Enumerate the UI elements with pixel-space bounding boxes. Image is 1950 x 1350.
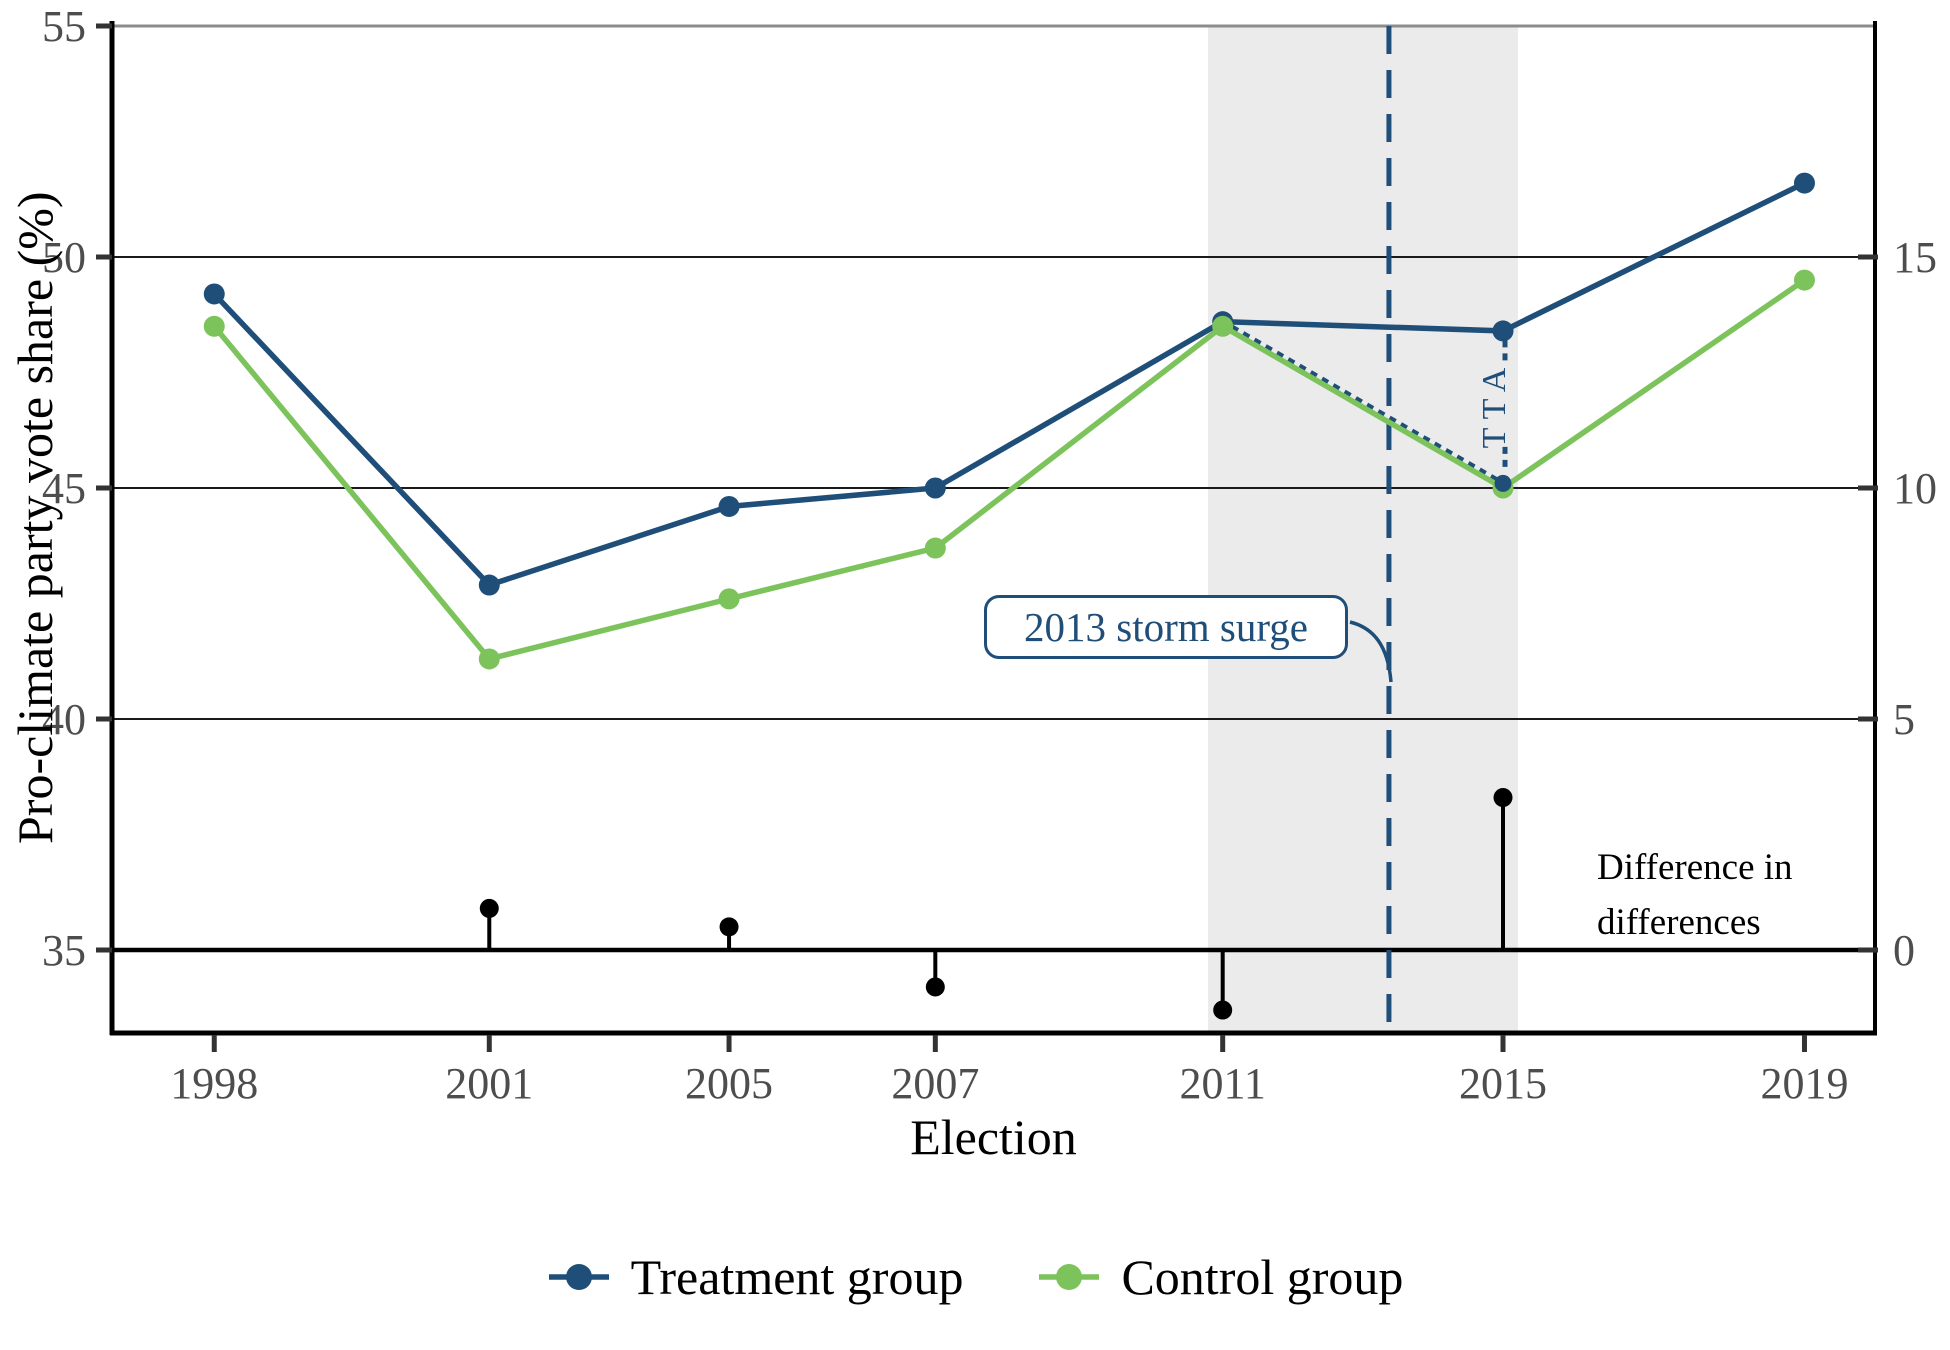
counterfactual-dotted-line <box>1219 318 1507 487</box>
point-treatment-2019 <box>1793 172 1815 194</box>
point-control-2005 <box>718 588 740 610</box>
point-treatment-2015 <box>1492 320 1514 342</box>
left-tick-label: 45 <box>42 464 86 513</box>
point-control-1998 <box>203 315 225 337</box>
did-point-2011 <box>1213 1000 1233 1020</box>
point-control-2019 <box>1793 269 1815 291</box>
point-treatment-2001 <box>478 574 500 596</box>
did-point-2015 <box>1493 788 1513 808</box>
x-tick-label-2005: 2005 <box>685 1059 773 1108</box>
point-treatment-1998 <box>203 283 225 305</box>
x-axis-title: Election <box>910 1109 1077 1165</box>
y-axis-title: Pro-climate party vote share (%) <box>7 191 63 844</box>
point-control-2011 <box>1212 315 1234 337</box>
right-tick-label: 0 <box>1893 926 1915 975</box>
legend-item-treatment: Treatment group <box>547 1248 964 1306</box>
x-tick-label-2007: 2007 <box>891 1059 979 1108</box>
point-treatment-2007 <box>924 477 946 499</box>
did-point-2001 <box>479 898 499 918</box>
storm-surge-annotation: 2013 storm surge <box>984 595 1348 659</box>
series-line-treatment <box>212 180 1806 589</box>
left-tick-label: 40 <box>42 695 86 744</box>
event-band <box>1208 26 1518 1033</box>
x-tick-label-2019: 2019 <box>1760 1059 1848 1108</box>
point-control-2001 <box>478 648 500 670</box>
legend: Treatment group Control group <box>0 1248 1950 1306</box>
counterfactual-endpoint <box>1494 474 1512 492</box>
annotation-connector <box>1349 620 1393 683</box>
right-tick-label: 10 <box>1893 464 1937 513</box>
did-point-2005 <box>719 917 739 937</box>
left-tick-label: 55 <box>42 2 86 51</box>
left-tick-label: 35 <box>42 926 86 975</box>
x-tick-label-2011: 2011 <box>1180 1059 1266 1108</box>
att-label-letter: T <box>1476 427 1513 448</box>
legend-label-control: Control group <box>1121 1249 1404 1305</box>
storm-surge-label: 2013 storm surge <box>1024 604 1308 650</box>
treatment-line-dot-icon <box>547 1262 611 1292</box>
att-label-letter: T <box>1476 398 1513 419</box>
x-tick-label-2001: 2001 <box>445 1059 533 1108</box>
legend-label-treatment: Treatment group <box>630 1249 964 1305</box>
right-tick-label: 5 <box>1893 695 1915 744</box>
did-point-2007 <box>925 977 945 997</box>
diff-in-diff-label-line1: Difference in <box>1597 847 1793 888</box>
right-tick-label: 15 <box>1893 233 1937 282</box>
point-treatment-2005 <box>718 495 740 517</box>
point-control-2007 <box>924 537 946 559</box>
control-line-dot-icon <box>1037 1262 1101 1292</box>
diff-in-diff-label-line2: differences <box>1597 902 1761 943</box>
left-tick-label: 50 <box>42 233 86 282</box>
diff-in-diff-label: Difference in differences <box>1597 840 1793 950</box>
att-label-letter: A <box>1476 367 1513 392</box>
x-tick-label-2015: 2015 <box>1459 1059 1547 1108</box>
x-tick-label-1998: 1998 <box>170 1059 258 1108</box>
legend-item-control: Control group <box>1037 1248 1403 1306</box>
